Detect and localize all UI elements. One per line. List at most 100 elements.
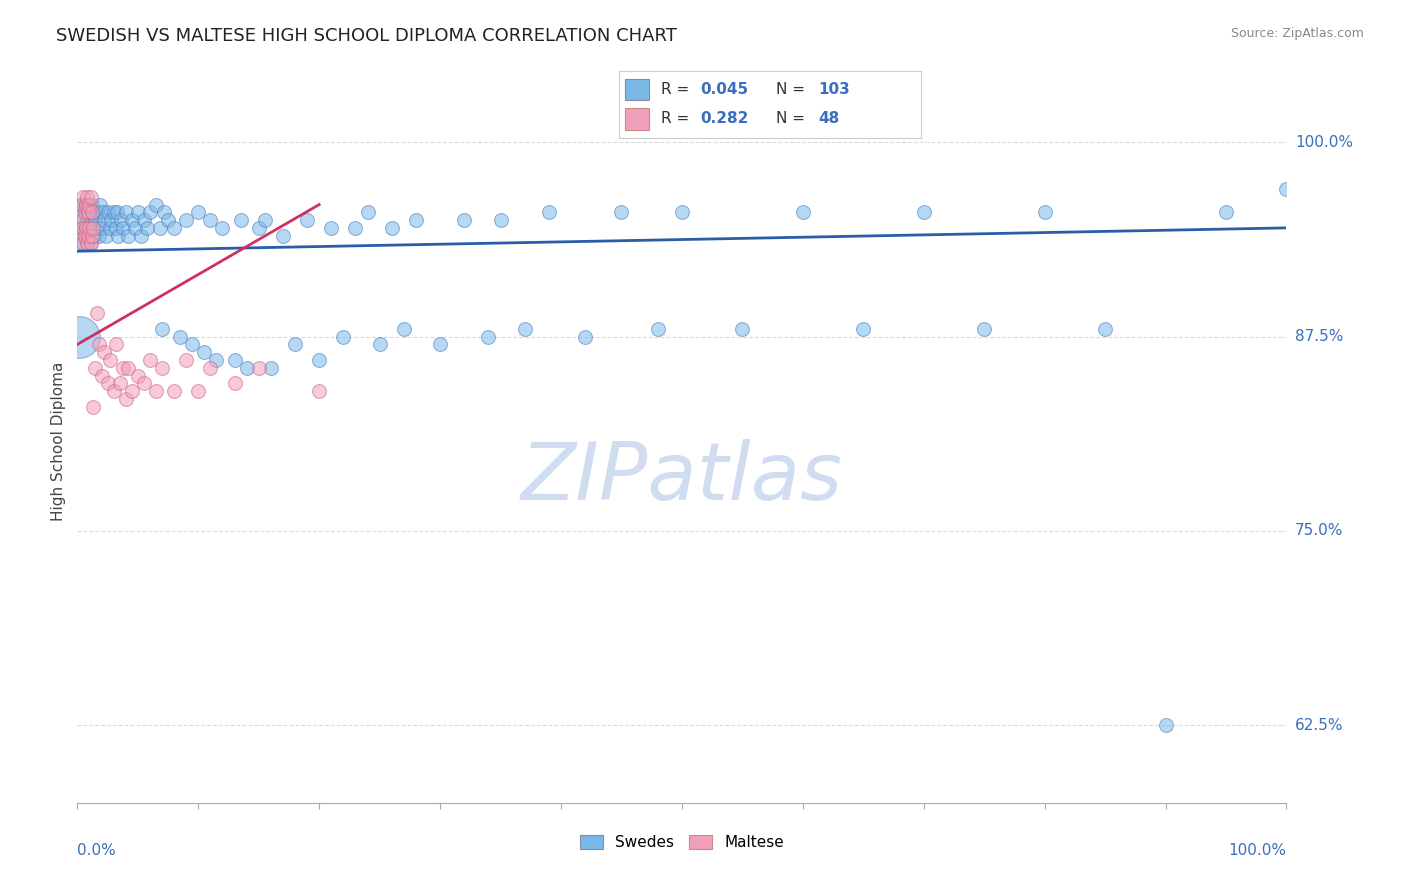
Point bbox=[89, 197, 111, 211]
Point bbox=[79, 190, 101, 204]
Point bbox=[87, 337, 110, 351]
Point bbox=[1215, 205, 1237, 219]
Point bbox=[80, 197, 103, 211]
Point bbox=[671, 205, 693, 219]
Text: N =: N = bbox=[776, 82, 810, 97]
Point bbox=[153, 205, 176, 219]
Point bbox=[513, 322, 536, 336]
Point bbox=[163, 220, 186, 235]
Point bbox=[70, 213, 93, 227]
Point bbox=[537, 205, 560, 219]
Point bbox=[136, 220, 159, 235]
Point bbox=[200, 360, 222, 375]
Point bbox=[76, 190, 98, 204]
Point bbox=[112, 360, 135, 375]
Point bbox=[96, 376, 118, 391]
Point bbox=[117, 228, 139, 243]
Point bbox=[86, 205, 108, 219]
Point bbox=[80, 220, 103, 235]
Point bbox=[121, 213, 143, 227]
Point bbox=[73, 228, 96, 243]
Y-axis label: High School Diploma: High School Diploma bbox=[51, 362, 66, 521]
Point bbox=[86, 306, 108, 320]
Point bbox=[79, 220, 101, 235]
Point bbox=[284, 337, 307, 351]
Point bbox=[82, 205, 104, 219]
Point bbox=[77, 228, 100, 243]
Point bbox=[181, 337, 204, 351]
Point bbox=[83, 228, 105, 243]
Point bbox=[308, 384, 330, 398]
Text: Source: ZipAtlas.com: Source: ZipAtlas.com bbox=[1230, 27, 1364, 40]
Point bbox=[295, 213, 318, 227]
Text: 0.0%: 0.0% bbox=[77, 843, 117, 857]
Point bbox=[79, 213, 101, 227]
Point bbox=[1154, 718, 1177, 732]
Point bbox=[73, 205, 96, 219]
Point bbox=[96, 228, 118, 243]
Point bbox=[82, 400, 104, 414]
Point bbox=[87, 220, 110, 235]
Point bbox=[70, 197, 93, 211]
Point bbox=[103, 384, 125, 398]
Point bbox=[205, 353, 228, 368]
Point bbox=[70, 205, 93, 219]
Point bbox=[79, 220, 101, 235]
Point bbox=[139, 353, 162, 368]
Point bbox=[200, 213, 222, 227]
Point bbox=[912, 205, 935, 219]
Point bbox=[105, 220, 128, 235]
Point bbox=[73, 228, 96, 243]
Text: 87.5%: 87.5% bbox=[1295, 329, 1343, 344]
Point bbox=[103, 205, 125, 219]
Point bbox=[72, 213, 94, 227]
Text: N =: N = bbox=[776, 111, 810, 126]
Text: ZIPatlas: ZIPatlas bbox=[520, 439, 844, 516]
Point bbox=[84, 360, 107, 375]
Point bbox=[67, 329, 90, 343]
Point bbox=[731, 322, 754, 336]
Point bbox=[321, 220, 343, 235]
Point bbox=[187, 205, 209, 219]
Point bbox=[96, 205, 118, 219]
Point bbox=[148, 220, 170, 235]
Point bbox=[405, 213, 427, 227]
Point bbox=[70, 220, 93, 235]
Point bbox=[973, 322, 995, 336]
Point bbox=[70, 228, 93, 243]
Text: 100.0%: 100.0% bbox=[1295, 135, 1353, 150]
Point bbox=[792, 205, 814, 219]
Point bbox=[105, 337, 128, 351]
Point bbox=[429, 337, 451, 351]
Point bbox=[72, 190, 94, 204]
Point bbox=[69, 197, 91, 211]
Point bbox=[114, 205, 136, 219]
Point bbox=[70, 236, 93, 251]
Point bbox=[224, 353, 246, 368]
Point bbox=[75, 220, 97, 235]
Bar bbox=[624, 108, 650, 129]
Point bbox=[477, 329, 499, 343]
Point bbox=[260, 360, 283, 375]
Point bbox=[75, 197, 97, 211]
Point bbox=[93, 213, 115, 227]
Point bbox=[356, 205, 378, 219]
Point bbox=[211, 220, 233, 235]
Point bbox=[1275, 182, 1298, 196]
Point bbox=[79, 205, 101, 219]
Legend: Swedes, Maltese: Swedes, Maltese bbox=[574, 830, 790, 856]
Point bbox=[127, 368, 149, 383]
Point bbox=[75, 220, 97, 235]
Text: 75.0%: 75.0% bbox=[1295, 524, 1343, 539]
Point bbox=[1033, 205, 1056, 219]
Point bbox=[72, 236, 94, 251]
Point bbox=[132, 376, 155, 391]
Point bbox=[247, 220, 270, 235]
Point bbox=[150, 360, 173, 375]
Point bbox=[174, 213, 197, 227]
Point bbox=[381, 220, 404, 235]
Point bbox=[132, 213, 155, 227]
Point bbox=[69, 228, 91, 243]
Point bbox=[76, 236, 98, 251]
Bar bbox=[624, 78, 650, 100]
